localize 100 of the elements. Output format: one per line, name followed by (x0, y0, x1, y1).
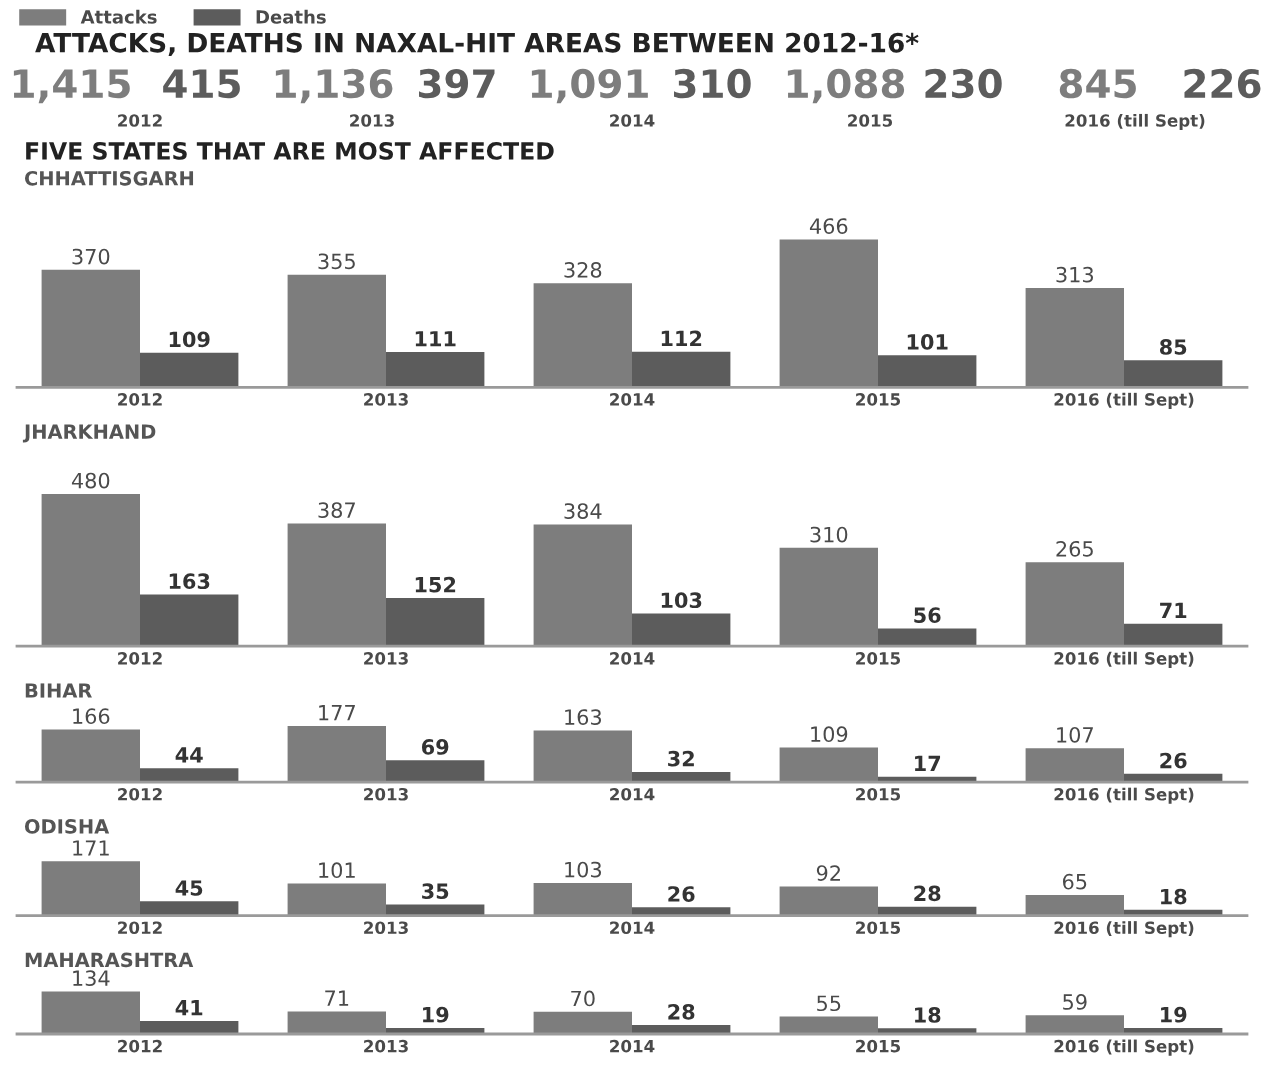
bar (779, 747, 878, 783)
bar (878, 355, 977, 388)
x-tick-label: 2012 (118, 921, 162, 935)
bar (1025, 1015, 1124, 1034)
x-tick-label: 2015 (856, 787, 901, 801)
x-tick-label: 2013 (364, 652, 408, 665)
bar (1124, 360, 1223, 388)
data-label: 35 (422, 883, 449, 900)
data-label: 32 (668, 750, 694, 767)
data-label: 163 (565, 709, 602, 725)
data-label: 18 (915, 1007, 941, 1023)
bar (779, 547, 878, 647)
data-label: 166 (73, 708, 110, 725)
data-label: 92 (816, 865, 840, 881)
bar (41, 991, 140, 1034)
bar (878, 628, 977, 647)
x-tick-label: 2013 (364, 1039, 408, 1053)
data-label: 397 (419, 68, 495, 99)
chart-title: CHHATTISGARH (24, 170, 194, 186)
bar (533, 524, 632, 647)
data-label: 480 (71, 472, 110, 489)
data-label: 845 (1059, 68, 1136, 99)
bar (140, 594, 239, 647)
data-label: 466 (809, 218, 848, 234)
data-label: 310 (674, 68, 751, 99)
category-label: 2012 (118, 114, 162, 127)
x-tick-label: 2012 (118, 393, 162, 406)
data-label: 71 (325, 990, 349, 1006)
x-tick-label: 2016 (till Sept) (1054, 787, 1194, 804)
bar (533, 882, 632, 916)
legend-label: Deaths (256, 9, 326, 24)
data-label: 69 (422, 739, 449, 755)
data-label: 28 (668, 1003, 695, 1020)
data-label: 152 (415, 576, 456, 593)
data-label: 134 (73, 970, 110, 987)
chart-title: MAHARASHTRA (25, 952, 194, 968)
legend-label: Attacks (80, 9, 157, 24)
x-tick-label: 2012 (118, 652, 162, 665)
bar (287, 1011, 386, 1034)
data-label: 226 (1184, 68, 1261, 99)
bar (41, 493, 140, 647)
x-tick-label: 2015 (856, 921, 901, 935)
data-label: 28 (914, 885, 941, 902)
data-label: 45 (175, 880, 203, 896)
x-tick-label: 2016 (till Sept) (1054, 1039, 1194, 1056)
bar (1025, 287, 1124, 388)
bar (386, 598, 485, 647)
data-label: 387 (318, 502, 355, 518)
data-label: 103 (565, 861, 602, 878)
data-label: 19 (1161, 1006, 1187, 1023)
data-label: 1,415 (13, 69, 130, 104)
data-label: 1,091 (531, 68, 648, 104)
bar (140, 901, 239, 916)
x-tick-label: 2016 (till Sept) (1054, 651, 1194, 668)
chart-subtitle: FIVE STATES THAT ARE MOST AFFECTED (26, 141, 554, 160)
bar (386, 760, 485, 783)
x-tick-label: 2015 (856, 1039, 901, 1053)
data-label: 109 (169, 331, 210, 348)
data-label: 265 (1056, 540, 1093, 557)
bar (287, 274, 386, 388)
data-label: 384 (564, 503, 602, 519)
x-tick-label: 2016 (till Sept) (1054, 921, 1194, 938)
x-tick-label: 2014 (610, 1039, 655, 1053)
bar (287, 523, 386, 647)
bar (632, 351, 731, 388)
bar (1025, 748, 1124, 783)
data-label: 109 (811, 726, 848, 743)
bar (386, 352, 485, 388)
data-label: 310 (810, 526, 848, 543)
data-label: 328 (564, 262, 602, 278)
data-label: 56 (914, 607, 941, 624)
data-label: 370 (72, 248, 110, 265)
bar (632, 613, 731, 647)
data-label: 103 (661, 592, 702, 609)
bar (140, 352, 239, 388)
x-tick-label: 2014 (610, 921, 655, 935)
data-label: 55 (817, 995, 841, 1012)
x-tick-label: 2015 (856, 393, 901, 406)
bar (533, 283, 632, 388)
chart-title: JHARKHAND (22, 424, 156, 443)
data-label: 415 (163, 69, 240, 99)
bar (287, 883, 386, 916)
x-tick-label: 2013 (364, 921, 408, 935)
data-label: 41 (175, 1000, 203, 1016)
bar (41, 861, 140, 916)
data-label: 18 (1161, 888, 1187, 905)
data-label: 19 (423, 1006, 449, 1023)
data-label: 1,088 (787, 68, 905, 104)
bar (779, 239, 878, 388)
bar (779, 886, 878, 916)
data-label: 70 (571, 990, 595, 1007)
bar (533, 730, 632, 783)
x-tick-label: 2013 (364, 393, 408, 406)
bar (41, 269, 140, 388)
data-label: 107 (1057, 726, 1093, 743)
bar (1025, 562, 1124, 647)
bar (1025, 894, 1124, 916)
bar (140, 768, 239, 783)
data-label: 26 (668, 886, 695, 902)
bar (140, 1020, 239, 1034)
